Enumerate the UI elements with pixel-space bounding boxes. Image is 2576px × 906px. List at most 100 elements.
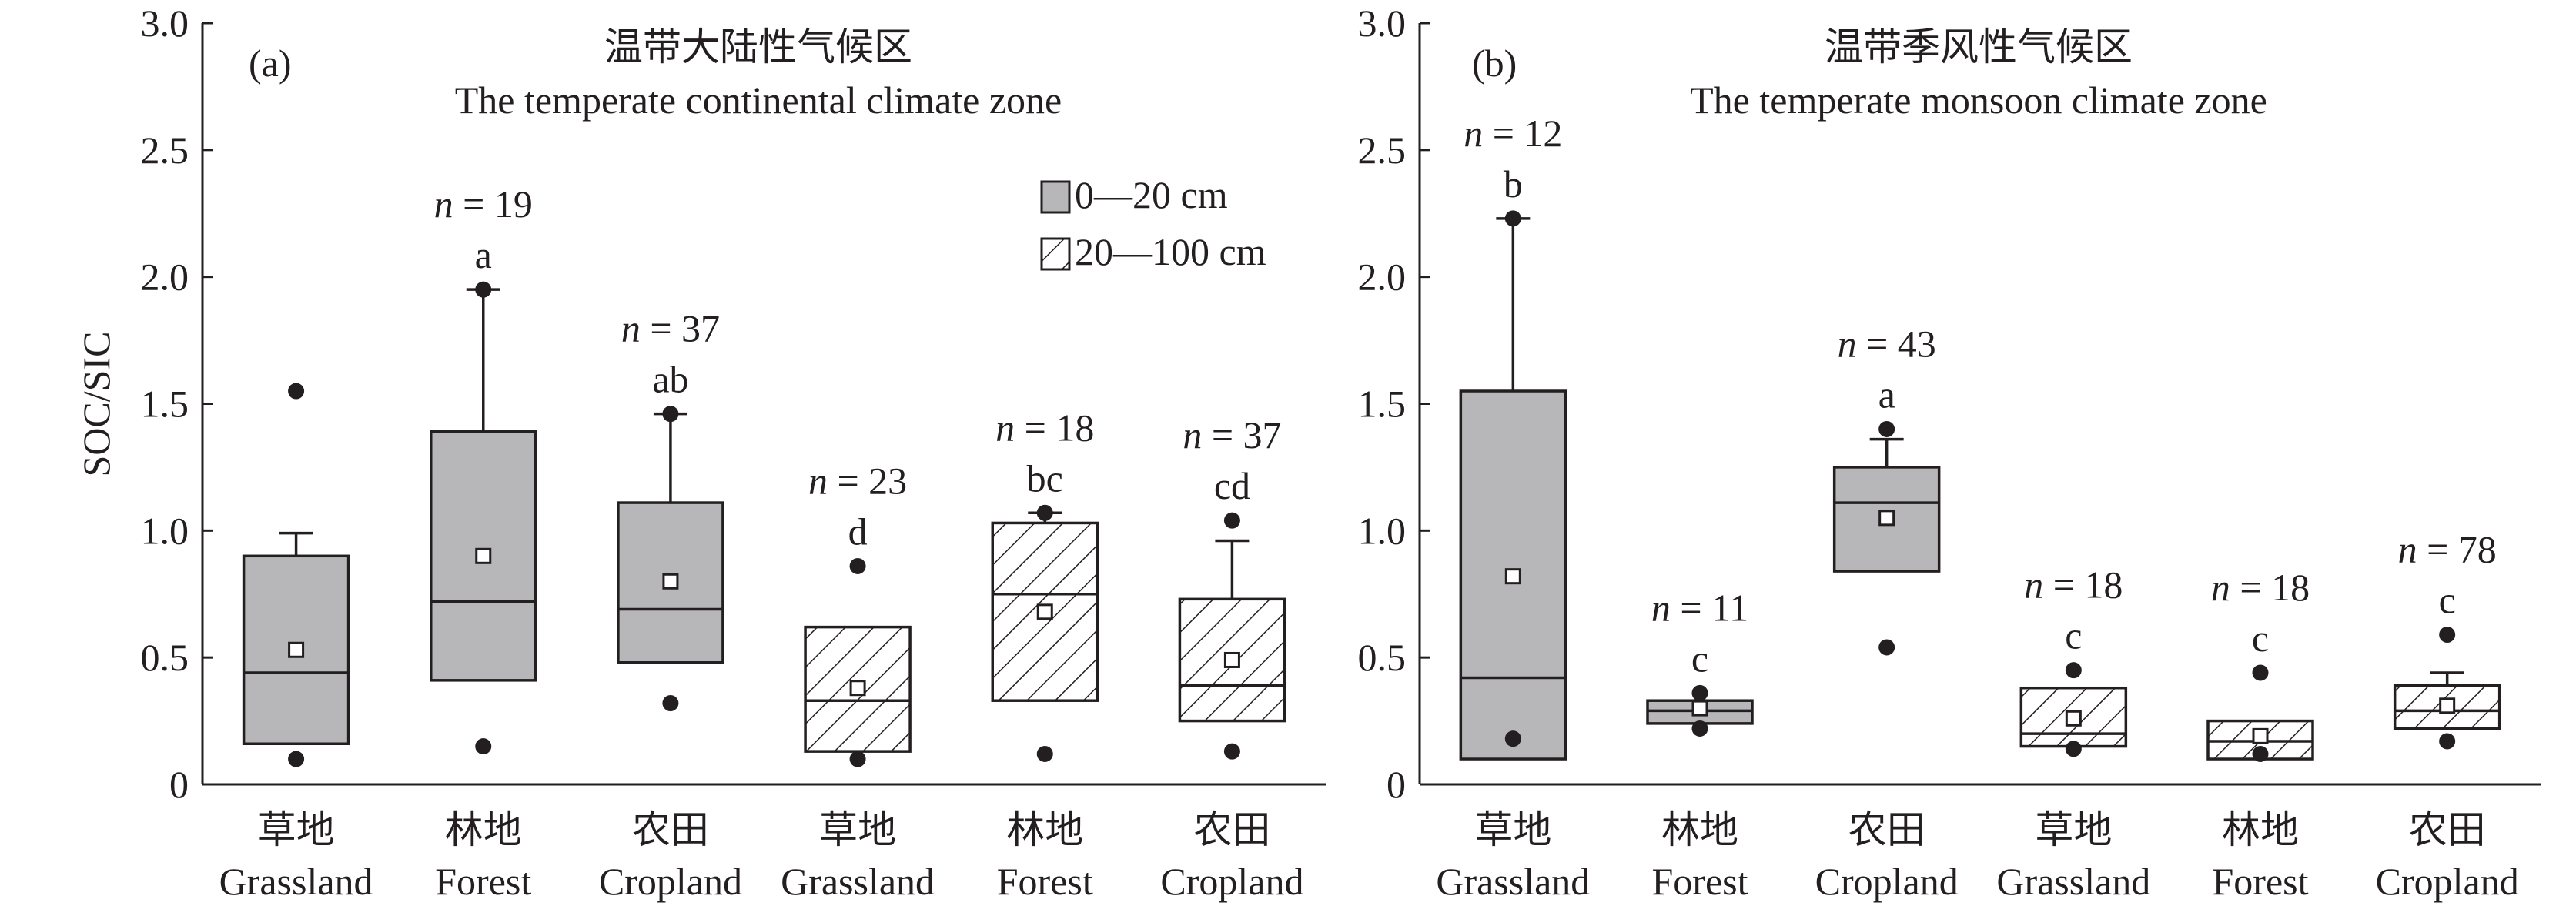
outlier-point bbox=[662, 695, 679, 712]
category-label-en: Cropland bbox=[2376, 860, 2519, 903]
mean-marker bbox=[288, 641, 305, 658]
n-label: n = 19 bbox=[434, 182, 533, 226]
n-label: n = 18 bbox=[2211, 566, 2310, 609]
outlier-point bbox=[2439, 733, 2456, 750]
outlier-point bbox=[1691, 684, 1708, 701]
panel-title: 温带季风性气候区 bbox=[1825, 25, 2133, 69]
box-group-cropland-top: n = 37 ab bbox=[617, 307, 724, 712]
outlier-point bbox=[475, 281, 492, 298]
panel-tag: (b) bbox=[1472, 42, 1517, 85]
panel-title: 温带大陆性气候区 bbox=[604, 25, 912, 69]
outlier-point bbox=[288, 751, 305, 767]
outlier-point bbox=[1878, 420, 1895, 437]
category-label-en: Forest bbox=[997, 860, 1093, 903]
significance-letter: a bbox=[475, 233, 492, 276]
mean-marker bbox=[2252, 727, 2269, 744]
n-label: n = 18 bbox=[995, 406, 1094, 449]
category-label-en: Forest bbox=[435, 860, 531, 903]
outlier-point bbox=[475, 738, 492, 755]
significance-letter: c bbox=[2252, 617, 2269, 660]
outlier-point bbox=[2252, 664, 2269, 681]
category-label-zh: 林地 bbox=[445, 808, 522, 851]
category-label-en: Grassland bbox=[1436, 860, 1590, 903]
legend-label: 0—20 cm bbox=[1075, 173, 1228, 216]
category-label-en: Forest bbox=[1652, 860, 1748, 903]
n-label: n = 43 bbox=[1838, 322, 1936, 365]
box-group-grassland-top: n = 12 b bbox=[1459, 112, 1567, 761]
category-label-en: Cropland bbox=[599, 860, 742, 903]
significance-letter: c bbox=[1691, 637, 1708, 680]
category-label-zh: 林地 bbox=[1006, 808, 1083, 851]
mean-marker bbox=[1223, 651, 1240, 668]
n-label: n = 18 bbox=[2024, 563, 2123, 607]
outlier-point bbox=[1036, 504, 1053, 521]
box-group-grassland-top bbox=[242, 383, 350, 767]
category-label-zh: 草地 bbox=[819, 808, 896, 851]
y-tick-label: 1.5 bbox=[141, 383, 189, 426]
category-label-en: Grassland bbox=[781, 860, 935, 903]
category-label-zh: 农田 bbox=[1193, 808, 1270, 851]
y-tick-label: 2.0 bbox=[1358, 256, 1407, 299]
category-label-en: Forest bbox=[2213, 860, 2309, 903]
significance-letter: bc bbox=[1027, 456, 1063, 500]
mean-marker bbox=[1691, 700, 1708, 717]
n-label: n = 78 bbox=[2398, 527, 2497, 570]
y-tick-label: 0.5 bbox=[141, 636, 189, 679]
category-label-zh: 林地 bbox=[2222, 808, 2299, 851]
y-tick-label: 1.0 bbox=[1358, 509, 1407, 552]
mean-marker bbox=[1036, 603, 1053, 620]
y-axis-label: SOC/SIC bbox=[75, 332, 118, 477]
legend-swatch bbox=[1040, 237, 1071, 271]
y-tick-label: 2.5 bbox=[1358, 129, 1407, 172]
n-label: n = 12 bbox=[1464, 112, 1562, 155]
y-tick-label: 0.5 bbox=[1358, 636, 1407, 679]
box-group-cropland-top: n = 43 a bbox=[1832, 322, 1941, 656]
outlier-point bbox=[1504, 210, 1521, 227]
panel-a: 0 0.5 1.0 1.5 2.0 2.5 3.0 SOC/SIC (a) 温带大陆性气候区 The… bbox=[75, 2, 1326, 903]
significance-letter: c bbox=[2065, 614, 2082, 657]
mean-marker bbox=[2439, 697, 2456, 714]
n-label: n = 23 bbox=[808, 459, 907, 502]
mean-marker bbox=[475, 547, 492, 564]
outlier-point bbox=[1036, 745, 1053, 762]
outlier-point bbox=[849, 557, 866, 574]
outlier-point bbox=[662, 406, 679, 423]
box-group-forest-top: n = 19 a bbox=[430, 182, 537, 755]
mean-marker bbox=[1504, 568, 1521, 585]
outlier-point bbox=[1223, 512, 1240, 529]
box-group-forest-deep: n = 18 bc bbox=[991, 406, 1099, 762]
y-tick-label: 2.0 bbox=[141, 256, 189, 299]
significance-letter: d bbox=[848, 510, 868, 553]
outlier-point bbox=[2065, 741, 2082, 757]
box-group-cropland-deep: n = 78 c bbox=[2393, 527, 2501, 750]
significance-letter: c bbox=[2439, 578, 2456, 621]
legend: 0—20 cm 20—100 cm bbox=[1040, 173, 1266, 273]
n-label: n = 37 bbox=[1183, 413, 1281, 456]
box-group-grassland-deep: n = 18 c bbox=[2019, 563, 2128, 757]
category-label-zh: 草地 bbox=[1474, 808, 1551, 851]
significance-letter: ab bbox=[652, 358, 688, 401]
significance-letter: cd bbox=[1214, 464, 1250, 507]
box-group-cropland-deep: n = 37 cd bbox=[1178, 413, 1286, 760]
y-tick-label: 3.0 bbox=[141, 2, 189, 45]
outlier-point bbox=[1504, 730, 1521, 747]
significance-letter: b bbox=[1504, 162, 1523, 206]
y-tick-label: 0 bbox=[169, 763, 189, 806]
outlier-point bbox=[1878, 639, 1895, 656]
category-label-en: Cropland bbox=[1815, 860, 1959, 903]
significance-letter: a bbox=[1878, 373, 1895, 416]
outlier-point bbox=[288, 383, 305, 400]
category-label-zh: 草地 bbox=[258, 808, 335, 851]
n-label: n = 37 bbox=[621, 307, 720, 350]
outlier-point bbox=[2252, 745, 2269, 762]
outlier-point bbox=[1691, 720, 1708, 737]
category-label-zh: 农田 bbox=[1848, 808, 1925, 851]
y-tick-label: 3.0 bbox=[1358, 2, 1407, 45]
y-tick-label: 1.5 bbox=[1358, 383, 1407, 426]
mean-marker bbox=[662, 573, 679, 590]
mean-marker bbox=[849, 680, 866, 697]
legend-label: 20—100 cm bbox=[1075, 230, 1266, 273]
mean-marker bbox=[1878, 510, 1895, 527]
y-tick-label: 2.5 bbox=[141, 129, 189, 172]
